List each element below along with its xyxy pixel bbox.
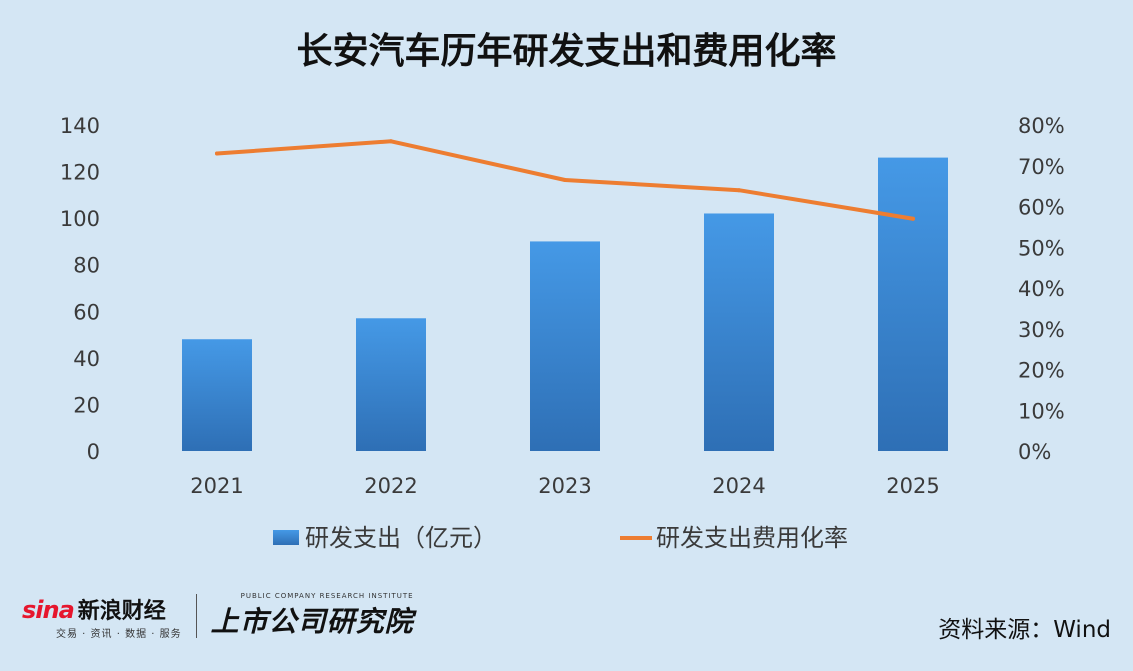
right-axis-tick-label: 80% bbox=[1018, 114, 1065, 138]
left-axis-tick-label: 20 bbox=[73, 393, 100, 417]
footer-logos: sina 新浪财经 交易 · 资讯 · 数据 · 服务 PUBLIC COMPA… bbox=[22, 592, 414, 640]
left-axis: 0 20 40 60 80 100 120 140 bbox=[60, 114, 100, 464]
x-axis-tick-label: 2022 bbox=[364, 474, 417, 498]
line-point-2023 bbox=[563, 178, 567, 183]
line-point-2022 bbox=[389, 139, 393, 144]
institute-english-name: PUBLIC COMPANY RESEARCH INSTITUTE bbox=[240, 592, 414, 600]
bar-2023 bbox=[530, 241, 600, 451]
left-axis-tick-label: 140 bbox=[60, 114, 100, 138]
research-institute-logo: PUBLIC COMPANY RESEARCH INSTITUTE 上市公司研究… bbox=[211, 592, 414, 640]
line-point-2024 bbox=[737, 188, 741, 193]
right-axis-tick-label: 0% bbox=[1018, 440, 1051, 464]
left-axis-tick-label: 120 bbox=[60, 161, 100, 185]
left-axis-tick-label: 40 bbox=[73, 347, 100, 371]
sina-tagline: 交易 · 资讯 · 数据 · 服务 bbox=[56, 628, 182, 640]
right-axis-tick-label: 60% bbox=[1018, 196, 1065, 220]
sina-brand-name: 新浪财经 bbox=[77, 598, 166, 624]
bar-2022 bbox=[356, 318, 426, 451]
x-axis-tick-label: 2025 bbox=[886, 474, 939, 498]
line-point-2021 bbox=[215, 151, 219, 156]
right-axis-tick-label: 10% bbox=[1018, 399, 1065, 423]
chart-title: 长安汽车历年研发支出和费用化率 bbox=[296, 31, 837, 72]
bar-2024 bbox=[704, 213, 774, 451]
bar-2021 bbox=[182, 339, 252, 451]
legend: 研发支出（亿元） 研发支出费用化率 bbox=[273, 524, 848, 552]
x-axis-tick-label: 2024 bbox=[712, 474, 765, 498]
sina-wordmark: sina bbox=[22, 595, 75, 624]
legend-label-bar: 研发支出（亿元） bbox=[305, 524, 497, 552]
right-axis-tick-label: 70% bbox=[1018, 155, 1065, 179]
institute-name: 上市公司研究院 bbox=[210, 605, 414, 638]
x-axis-tick-label: 2023 bbox=[538, 474, 591, 498]
line-series bbox=[215, 139, 915, 221]
right-axis-tick-label: 20% bbox=[1018, 359, 1065, 383]
left-axis-tick-label: 60 bbox=[73, 300, 100, 324]
bar-series bbox=[182, 157, 948, 451]
legend-swatch-bar bbox=[273, 530, 299, 545]
right-axis: 0% 10% 20% 30% 40% 50% 60% 70% 80% bbox=[1018, 114, 1065, 464]
legend-label-line: 研发支出费用化率 bbox=[656, 524, 848, 552]
x-axis: 2021 2022 2023 2024 2025 bbox=[190, 474, 939, 498]
left-axis-tick-label: 0 bbox=[87, 440, 100, 464]
sina-finance-logo: sina 新浪财经 交易 · 资讯 · 数据 · 服务 bbox=[22, 593, 182, 640]
right-axis-tick-label: 40% bbox=[1018, 277, 1065, 301]
line-point-2025 bbox=[911, 216, 915, 221]
left-axis-tick-label: 100 bbox=[60, 207, 100, 231]
right-axis-tick-label: 30% bbox=[1018, 318, 1065, 342]
bar-2025 bbox=[878, 157, 948, 451]
left-axis-tick-label: 80 bbox=[73, 254, 100, 278]
source-note: 资料来源：Wind bbox=[938, 617, 1111, 643]
right-axis-tick-label: 50% bbox=[1018, 236, 1065, 260]
logo-divider bbox=[195, 594, 197, 638]
x-axis-tick-label: 2021 bbox=[190, 474, 243, 498]
